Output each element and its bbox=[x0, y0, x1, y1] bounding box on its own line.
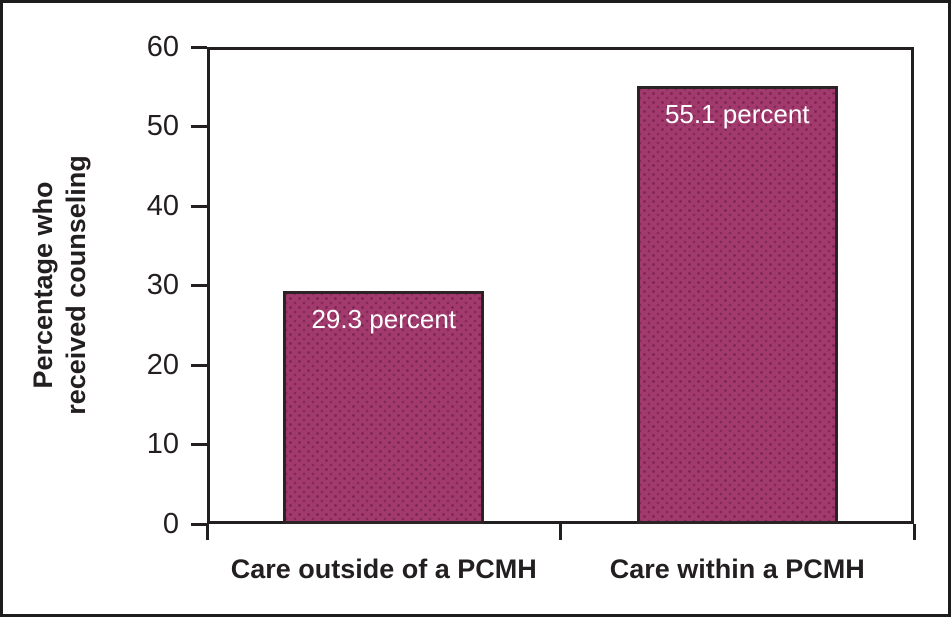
y-tick-label: 40 bbox=[146, 189, 179, 222]
bar-1 bbox=[283, 291, 485, 524]
y-axis-tick bbox=[191, 204, 207, 208]
y-axis-tick bbox=[191, 363, 207, 367]
bar-value-label: 29.3 percent bbox=[311, 304, 457, 335]
y-axis-title-line-2: received counseling bbox=[61, 155, 91, 415]
bar-2 bbox=[636, 85, 838, 524]
y-axis-title-line-1: Percentage who bbox=[28, 181, 58, 389]
y-axis-tick bbox=[191, 522, 207, 526]
y-tick-label: 10 bbox=[146, 428, 179, 460]
x-axis-boundary-tick bbox=[559, 524, 562, 540]
x-axis-boundary-tick bbox=[912, 524, 916, 540]
y-axis-tick bbox=[191, 284, 207, 287]
x-axis-boundary-tick bbox=[205, 524, 209, 540]
y-tick-label: 20 bbox=[146, 348, 179, 381]
y-tick-label: 50 bbox=[146, 110, 179, 142]
x-category-label: Care within a PCMH bbox=[609, 554, 865, 584]
x-category-label: Care outside of a PCMH bbox=[230, 554, 537, 584]
y-axis-tick bbox=[191, 443, 207, 446]
y-tick-label: 30 bbox=[146, 269, 179, 301]
y-axis-tick bbox=[191, 45, 207, 49]
y-tick-label: 0 bbox=[162, 507, 179, 540]
y-axis-tick bbox=[191, 125, 207, 128]
bar-value-label: 55.1 percent bbox=[664, 98, 810, 129]
y-axis-title: Percentage who received counseling bbox=[27, 155, 93, 415]
y-tick-label: 60 bbox=[146, 30, 179, 63]
